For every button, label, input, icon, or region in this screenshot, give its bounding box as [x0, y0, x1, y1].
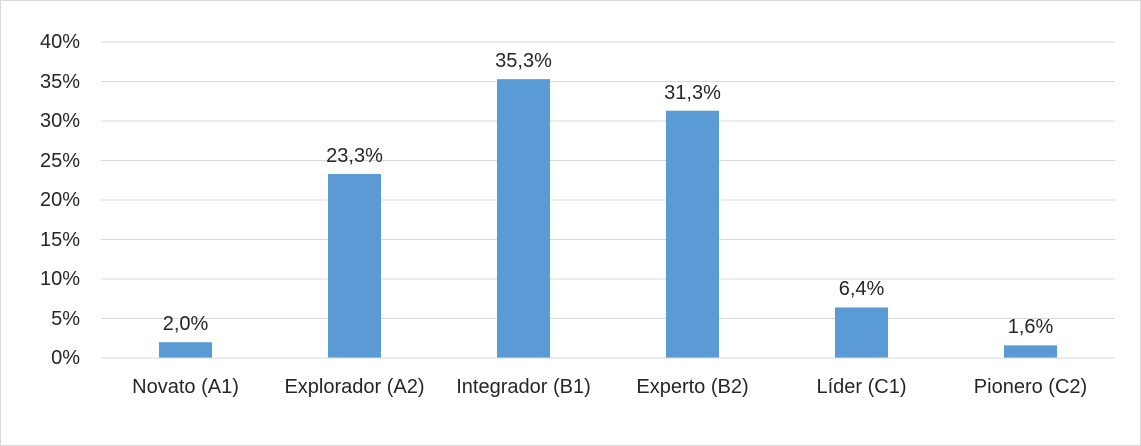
x-tick-label: Novato (A1): [132, 376, 239, 398]
bar: [1004, 345, 1057, 358]
value-label: 6,4%: [838, 278, 885, 301]
x-tick-label: Explorador (A2): [284, 376, 425, 398]
y-tick-label: 40%: [39, 31, 80, 53]
bar: [159, 342, 212, 358]
value-label: 2,0%: [162, 313, 209, 336]
bar: [666, 110, 719, 358]
value-label: 31,3%: [664, 81, 721, 104]
y-tick-label: 10%: [39, 268, 80, 290]
x-tick-label: Integrador (B1): [456, 376, 591, 398]
bar: [328, 173, 381, 358]
x-tick-label: Líder (C1): [816, 376, 907, 398]
x-tick-label: Pionero (C2): [973, 376, 1088, 398]
value-label: 35,3%: [495, 50, 552, 73]
bar: [835, 307, 888, 358]
value-label: 1,6%: [1007, 316, 1054, 339]
y-tick-label: 30%: [39, 110, 80, 132]
y-tick-label: 25%: [39, 149, 80, 172]
bar: [497, 79, 550, 358]
x-tick-label: Experto (B2): [636, 376, 749, 398]
y-tick-label: 5%: [51, 307, 80, 330]
y-tick-label: 15%: [39, 228, 80, 251]
value-label: 23,3%: [326, 144, 383, 167]
y-tick-label: 35%: [39, 70, 80, 93]
y-tick-label: 0%: [51, 347, 80, 369]
y-tick-label: 20%: [39, 189, 80, 211]
